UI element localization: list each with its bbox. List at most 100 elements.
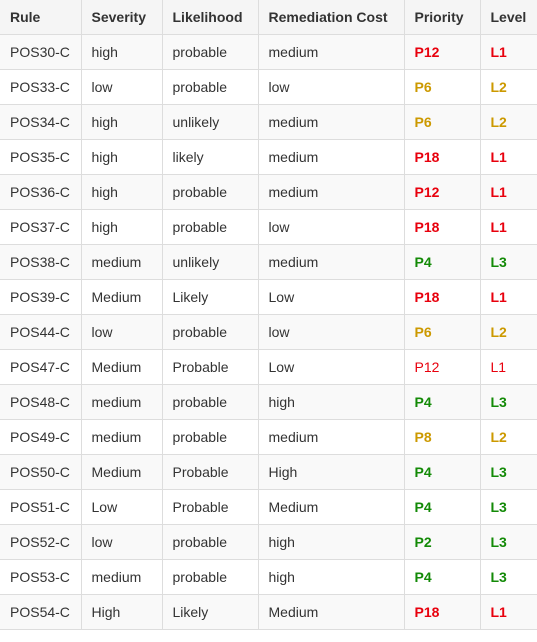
table-row: POS35-C high likely medium P18 L1 bbox=[0, 139, 537, 175]
table-row: POS38-C medium unlikely medium P4 L3 bbox=[0, 244, 537, 280]
cell-remediation-cost: low bbox=[257, 69, 405, 105]
table-row: POS50-C Medium Probable High P4 L3 bbox=[0, 454, 537, 490]
cell-level: L1 bbox=[479, 139, 537, 175]
table-row: POS30-C high probable medium P12 L1 bbox=[0, 34, 537, 70]
cell-level: L2 bbox=[479, 419, 537, 455]
cell-priority: P18 bbox=[403, 139, 481, 175]
cell-likelihood: probable bbox=[161, 384, 259, 420]
table-row: POS44-C low probable low P6 L2 bbox=[0, 314, 537, 350]
cell-likelihood: Probable bbox=[161, 349, 259, 385]
cell-severity: medium bbox=[80, 559, 163, 595]
cell-priority: P12 bbox=[403, 349, 481, 385]
cell-rule: POS35-C bbox=[0, 139, 82, 175]
cell-likelihood: likely bbox=[161, 139, 259, 175]
cell-rule: POS30-C bbox=[0, 34, 82, 70]
cell-rule: POS34-C bbox=[0, 104, 82, 140]
cell-priority: P4 bbox=[403, 244, 481, 280]
cell-rule: POS37-C bbox=[0, 209, 82, 245]
cell-severity: high bbox=[80, 34, 163, 70]
cell-priority: P18 bbox=[403, 594, 481, 630]
cell-rule: POS54-C bbox=[0, 594, 82, 630]
header-row: Rule Severity Likelihood Remediation Cos… bbox=[0, 0, 537, 35]
table-body: POS30-C high probable medium P12 L1 POS33-C low… bbox=[0, 34, 537, 630]
cell-rule: POS48-C bbox=[0, 384, 82, 420]
cell-rule: POS50-C bbox=[0, 454, 82, 490]
cell-level: L1 bbox=[479, 349, 537, 385]
column-header-level: Level bbox=[479, 0, 537, 35]
cell-likelihood: unlikely bbox=[161, 244, 259, 280]
cell-priority: P6 bbox=[403, 314, 481, 350]
cell-likelihood: probable bbox=[161, 69, 259, 105]
cell-rule: POS47-C bbox=[0, 349, 82, 385]
cell-severity: high bbox=[80, 209, 163, 245]
cell-severity: Medium bbox=[80, 454, 163, 490]
table-row: POS36-C high probable medium P12 L1 bbox=[0, 174, 537, 210]
cell-priority: P12 bbox=[403, 34, 481, 70]
cell-level: L1 bbox=[479, 209, 537, 245]
cell-rule: POS36-C bbox=[0, 174, 82, 210]
cell-rule: POS33-C bbox=[0, 69, 82, 105]
table-row: POS34-C high unlikely medium P6 L2 bbox=[0, 104, 537, 140]
cell-likelihood: Likely bbox=[161, 594, 259, 630]
cell-remediation-cost: High bbox=[257, 454, 405, 490]
cell-likelihood: probable bbox=[161, 209, 259, 245]
cell-priority: P4 bbox=[403, 454, 481, 490]
cell-rule: POS39-C bbox=[0, 279, 82, 315]
cell-likelihood: Probable bbox=[161, 489, 259, 525]
cell-priority: P18 bbox=[403, 279, 481, 315]
cell-remediation-cost: high bbox=[257, 524, 405, 560]
cell-rule: POS51-C bbox=[0, 489, 82, 525]
cell-likelihood: probable bbox=[161, 314, 259, 350]
cell-remediation-cost: low bbox=[257, 209, 405, 245]
cell-severity: high bbox=[80, 174, 163, 210]
cell-remediation-cost: low bbox=[257, 314, 405, 350]
table-row: POS51-C Low Probable Medium P4 L3 bbox=[0, 489, 537, 525]
cell-rule: POS49-C bbox=[0, 419, 82, 455]
cell-priority: P4 bbox=[403, 559, 481, 595]
cell-level: L3 bbox=[479, 384, 537, 420]
cell-severity: Medium bbox=[80, 349, 163, 385]
cell-level: L1 bbox=[479, 34, 537, 70]
cell-level: L1 bbox=[479, 594, 537, 630]
cell-remediation-cost: medium bbox=[257, 139, 405, 175]
cell-likelihood: probable bbox=[161, 34, 259, 70]
cell-severity: high bbox=[80, 139, 163, 175]
cell-level: L2 bbox=[479, 104, 537, 140]
table-row: POS54-C High Likely Medium P18 L1 bbox=[0, 594, 537, 630]
cell-level: L3 bbox=[479, 559, 537, 595]
column-header-rule: Rule bbox=[0, 0, 82, 35]
cell-remediation-cost: medium bbox=[257, 34, 405, 70]
table-row: POS37-C high probable low P18 L1 bbox=[0, 209, 537, 245]
cell-priority: P12 bbox=[403, 174, 481, 210]
cell-rule: POS44-C bbox=[0, 314, 82, 350]
cell-severity: low bbox=[80, 69, 163, 105]
cell-remediation-cost: medium bbox=[257, 174, 405, 210]
cell-likelihood: Probable bbox=[161, 454, 259, 490]
cell-priority: P4 bbox=[403, 489, 481, 525]
cell-level: L2 bbox=[479, 314, 537, 350]
cell-remediation-cost: Low bbox=[257, 279, 405, 315]
cell-severity: low bbox=[80, 314, 163, 350]
table-row: POS39-C Medium Likely Low P18 L1 bbox=[0, 279, 537, 315]
cell-remediation-cost: Medium bbox=[257, 594, 405, 630]
cell-level: L1 bbox=[479, 174, 537, 210]
cell-priority: P8 bbox=[403, 419, 481, 455]
cell-remediation-cost: high bbox=[257, 559, 405, 595]
cell-severity: High bbox=[80, 594, 163, 630]
cell-severity: low bbox=[80, 524, 163, 560]
cell-level: L3 bbox=[479, 524, 537, 560]
cell-level: L3 bbox=[479, 454, 537, 490]
cell-remediation-cost: high bbox=[257, 384, 405, 420]
cell-remediation-cost: medium bbox=[257, 244, 405, 280]
cell-priority: P18 bbox=[403, 209, 481, 245]
cell-severity: medium bbox=[80, 384, 163, 420]
cell-remediation-cost: Medium bbox=[257, 489, 405, 525]
cell-severity: Medium bbox=[80, 279, 163, 315]
cell-likelihood: probable bbox=[161, 174, 259, 210]
cell-level: L2 bbox=[479, 69, 537, 105]
cell-severity: medium bbox=[80, 419, 163, 455]
cell-rule: POS38-C bbox=[0, 244, 82, 280]
cell-severity: medium bbox=[80, 244, 163, 280]
cell-remediation-cost: medium bbox=[257, 104, 405, 140]
cell-likelihood: probable bbox=[161, 419, 259, 455]
